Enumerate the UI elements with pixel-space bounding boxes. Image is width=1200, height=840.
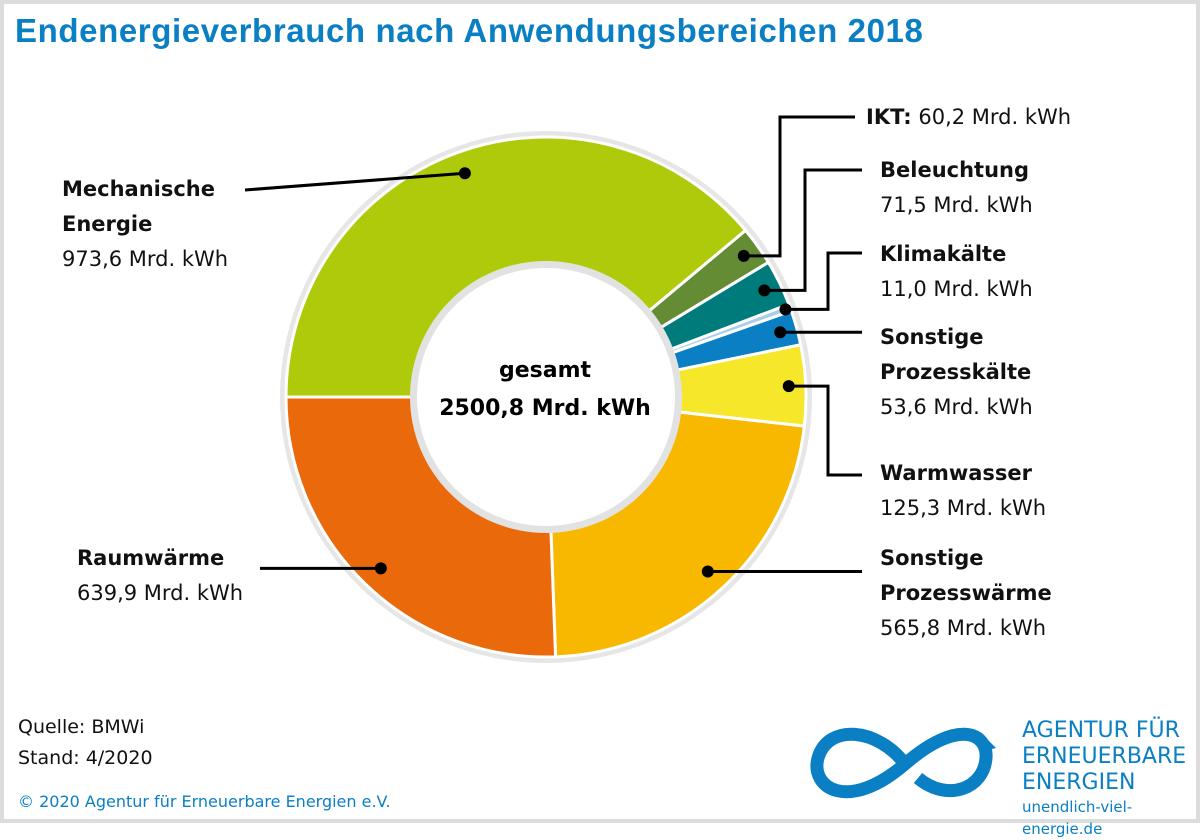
label-name: Mechanische (62, 177, 215, 201)
leader-dot (374, 562, 387, 575)
date-note: Stand: 4/2020 (18, 747, 153, 769)
label-value: 639,9 Mrd. kWh (77, 581, 244, 605)
label-name: Prozesswärme (880, 581, 1052, 605)
label-mechanische-energie: Mechanische Energie 973,6 Mrd. kWh (62, 172, 228, 277)
label-name: Warmwasser (880, 461, 1032, 485)
label-name: Beleuchtung (880, 158, 1030, 182)
leader-line (743, 115, 855, 258)
label-sonstige-prozesskaelte: Sonstige Prozesskälte 53,6 Mrd. kWh (880, 320, 1033, 425)
label-ikt: IKT: 60,2 Mrd. kWh (866, 100, 1071, 135)
label-name: Raumwärme (77, 546, 225, 570)
label-klimakaelte: Klimakälte 11,0 Mrd. kWh (880, 237, 1033, 307)
label-raumwaerme: Raumwärme 639,9 Mrd. kWh (77, 541, 243, 611)
label-name: Prozesskälte (880, 360, 1032, 384)
chart-title: Endenergieverbrauch nach Anwendungsberei… (15, 12, 924, 49)
label-value: 53,6 Mrd. kWh (880, 395, 1033, 419)
leader-line (244, 171, 466, 192)
leader-dot (458, 167, 471, 180)
label-name: Sonstige (880, 546, 984, 570)
logo-url: unendlich-viel-energie.de (1022, 798, 1133, 838)
leader-dot (782, 380, 795, 393)
leader-dot (737, 249, 750, 262)
leader-line (764, 168, 862, 292)
logo-text: AGENTUR FÜR ERNEUERBARE ENERGIEN unendli… (1022, 718, 1200, 840)
center-total: gesamt 2500,8 Mrd. kWh (420, 352, 670, 428)
label-name: IKT: (866, 105, 912, 129)
label-warmwasser: Warmwasser 125,3 Mrd. kWh (880, 456, 1046, 526)
label-value: 973,6 Mrd. kWh (62, 247, 229, 271)
label-value: 11,0 Mrd. kWh (880, 277, 1033, 301)
infinity-logo-icon (810, 727, 996, 799)
leader-line (785, 251, 862, 311)
label-name: Sonstige (880, 325, 984, 349)
source-note: Quelle: BMWi (18, 716, 145, 738)
frame-border (0, 0, 1200, 823)
label-sonstige-prozesswaerme: Sonstige Prozesswärme 565,8 Mrd. kWh (880, 541, 1052, 646)
copyright: © 2020 Agentur für Erneuerbare Energien … (18, 792, 391, 811)
leader-dot (774, 326, 787, 339)
logo-line-3: ENERGIEN (1022, 770, 1136, 795)
leader-dot (701, 565, 714, 578)
label-value: 125,3 Mrd. kWh (880, 496, 1047, 520)
label-value: 60,2 Mrd. kWh (918, 105, 1072, 129)
logo-line-2: ERNEUERBARE (1022, 744, 1187, 769)
label-name: Klimakälte (880, 242, 1007, 266)
logo-line-1: AGENTUR FÜR (1022, 718, 1180, 743)
label-value: 565,8 Mrd. kWh (880, 616, 1047, 640)
label-value: 71,5 Mrd. kWh (880, 193, 1033, 217)
leader-dot (779, 303, 792, 316)
label-beleuchtung: Beleuchtung 71,5 Mrd. kWh (880, 153, 1033, 223)
center-label: gesamt (498, 358, 592, 383)
label-name: Energie (62, 212, 153, 236)
center-value: 2500,8 Mrd. kWh (439, 396, 651, 421)
leader-line (788, 384, 862, 477)
leader-dot (758, 284, 771, 297)
donut-hole (417, 268, 675, 526)
donut-chart (244, 115, 862, 663)
